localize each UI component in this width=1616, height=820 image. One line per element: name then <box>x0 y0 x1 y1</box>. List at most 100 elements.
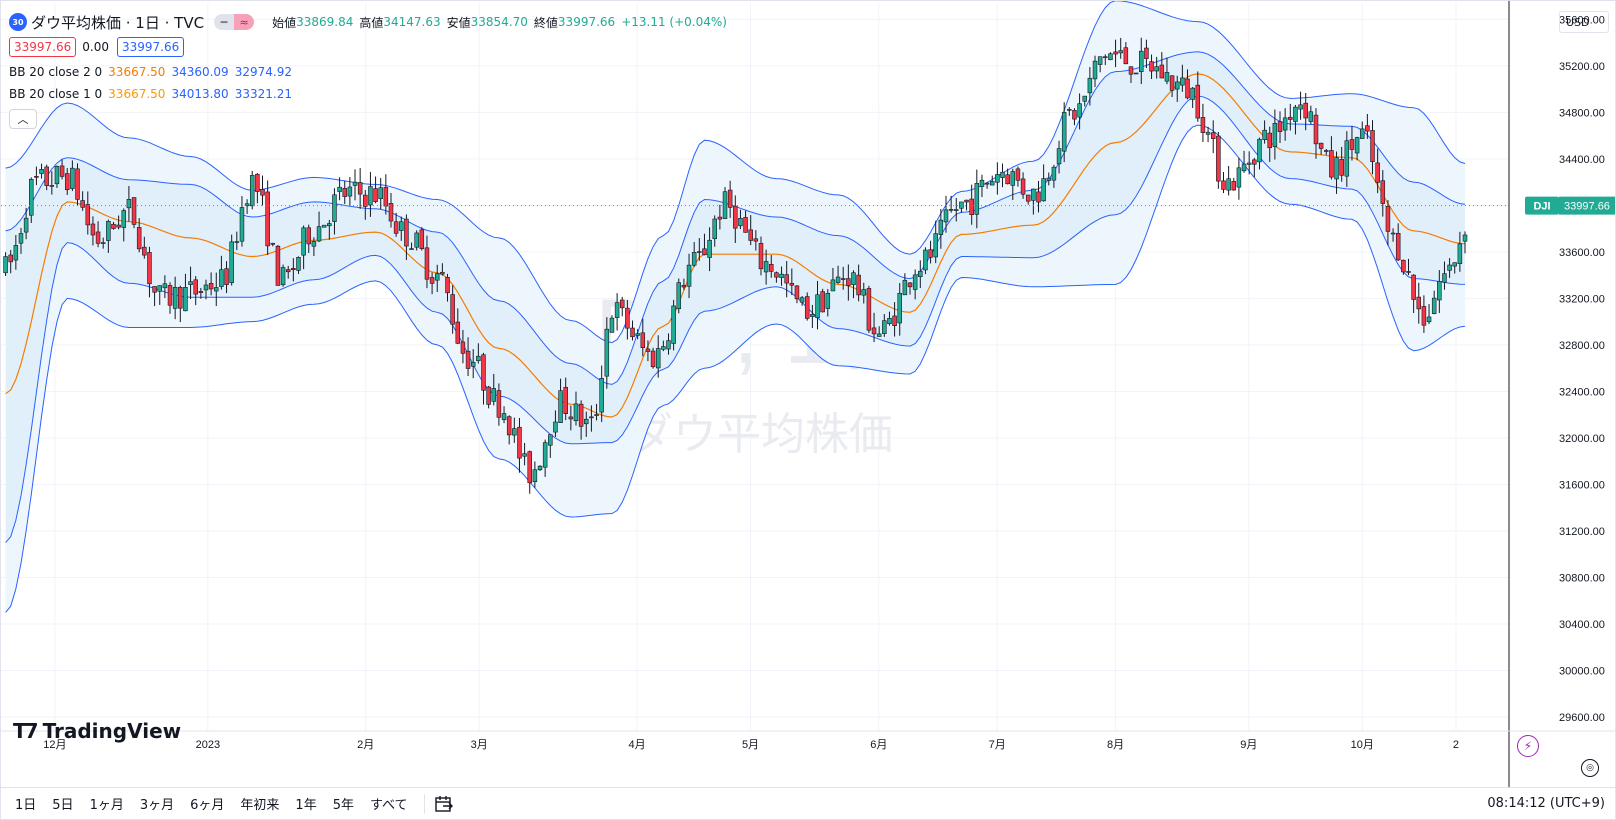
currency-selector[interactable]: USD <box>1559 11 1609 33</box>
candle-body <box>553 421 558 433</box>
currency-label: USD <box>1566 15 1590 29</box>
candle-body <box>1303 102 1308 119</box>
sell-price[interactable]: 33997.66 <box>9 37 77 57</box>
candle-body <box>54 166 60 185</box>
y-tick-label: 30000.00 <box>1559 666 1605 678</box>
minus-icon[interactable]: ━ <box>214 14 235 30</box>
goto-date-icon[interactable] <box>433 794 455 814</box>
x-tick-label: 12月 <box>43 739 66 751</box>
candle-body <box>1108 53 1113 61</box>
range-ytd[interactable]: 年初来 <box>240 798 280 813</box>
range-all[interactable]: すべて <box>369 798 408 813</box>
candle-body <box>1411 274 1416 300</box>
candle-body <box>815 294 820 319</box>
price-chart[interactable]: DJI, 1日 ダウ平均株価 29600.0030000.0030400.003… <box>1 1 1615 787</box>
candle-body <box>995 174 1000 183</box>
y-tick-label: 33600.00 <box>1559 247 1605 259</box>
candle-body <box>1185 78 1190 99</box>
x-tick-label: 9月 <box>1240 739 1257 751</box>
candle-body <box>907 282 913 288</box>
candle-body <box>301 227 306 256</box>
candle-body <box>851 272 856 285</box>
candle-body <box>522 453 527 457</box>
x-tick-label: 2 <box>1453 739 1459 751</box>
open-value: 33869.84 <box>296 15 354 29</box>
range-5d[interactable]: 5日 <box>52 798 74 813</box>
candle-body <box>1174 81 1180 90</box>
candle-body <box>573 403 579 422</box>
candle-body <box>1231 181 1237 191</box>
candle-body <box>491 388 497 402</box>
candle-body <box>1082 95 1087 102</box>
candle-body <box>1385 206 1391 232</box>
high-label: 高値 <box>359 15 384 30</box>
candle-body <box>404 218 409 247</box>
range-1m[interactable]: 1ヶ月 <box>89 798 124 813</box>
candle-body <box>131 197 137 225</box>
candle-body <box>1123 47 1129 65</box>
candle-body <box>1334 157 1339 180</box>
candle-body <box>1359 128 1365 139</box>
collapse-legend-button[interactable]: ︿ <box>9 109 37 129</box>
candle-body <box>1113 51 1118 55</box>
range-3m[interactable]: 3ヶ月 <box>139 798 175 813</box>
x-tick-label: 5月 <box>742 739 759 751</box>
candle-body <box>450 294 455 325</box>
symbol-title[interactable]: ダウ平均株価 · 1日 · TVC <box>31 13 205 32</box>
candle-body <box>1277 121 1283 132</box>
candle-body <box>1097 56 1103 65</box>
candle-body <box>1005 174 1010 185</box>
candle-body <box>733 205 738 229</box>
candle-body <box>208 283 214 290</box>
candle-body <box>100 242 106 244</box>
range-6m[interactable]: 6ヶ月 <box>190 798 225 813</box>
candle-body <box>1180 77 1185 86</box>
candle-body <box>481 354 486 391</box>
candle-body <box>121 210 127 228</box>
candle-body <box>774 272 779 278</box>
candle-body <box>1221 180 1226 190</box>
range-5y[interactable]: 5年 <box>332 798 354 813</box>
candle-body <box>363 194 368 207</box>
candle-body <box>229 241 234 284</box>
y-tick-label: 29600.00 <box>1559 712 1605 724</box>
range-1y[interactable]: 1年 <box>295 798 317 813</box>
range-1d[interactable]: 1日 <box>15 798 37 813</box>
candle-body <box>8 254 13 263</box>
clock[interactable]: 08:14:12 (UTC+9) <box>1487 796 1605 811</box>
candle-body <box>702 248 707 256</box>
buy-price[interactable]: 33997.66 <box>116 37 185 57</box>
chart-type-toggle[interactable]: ━ ≈ <box>214 14 255 30</box>
candle-body <box>589 416 594 419</box>
candle-body <box>388 203 394 222</box>
x-tick-label: 4月 <box>628 739 645 751</box>
candle-body <box>23 217 29 233</box>
tradingview-logo[interactable]: 𝗧𝟳 TradingView <box>13 719 181 743</box>
candle-body <box>347 186 353 197</box>
candle-body <box>378 187 383 200</box>
candle-body <box>1000 171 1005 178</box>
candle-body <box>157 285 162 292</box>
candle-body <box>1072 110 1077 120</box>
settings-icon[interactable]: ◎ <box>1581 759 1599 777</box>
indicator-row-2[interactable]: BB 20 close 1 0 33667.50 34013.80 33321.… <box>9 83 727 105</box>
candle-body <box>989 181 995 186</box>
candle-body <box>974 183 980 215</box>
candle-body <box>342 187 347 197</box>
x-tick-label: 8月 <box>1107 739 1124 751</box>
candle-body <box>465 350 471 369</box>
candle-body <box>1442 273 1447 283</box>
last-price-tag <box>1559 196 1615 215</box>
candle-body <box>296 257 301 271</box>
candle-body <box>3 256 8 274</box>
candle-body <box>578 403 584 427</box>
candle-body <box>697 251 702 253</box>
lightning-icon[interactable]: ⚡ <box>1517 735 1539 757</box>
compare-icon[interactable]: ≈ <box>234 14 255 30</box>
legend: 30 ダウ平均株価 · 1日 · TVC ━ ≈ 始値 33869.84 高値 34… <box>9 11 727 129</box>
candle-body <box>49 185 55 187</box>
candle-body <box>234 241 240 243</box>
chevron-up-icon: ︿ <box>17 113 29 126</box>
indicator-row-1[interactable]: BB 20 close 2 0 33667.50 34360.09 32974.… <box>9 61 727 83</box>
candle-body <box>270 242 276 245</box>
